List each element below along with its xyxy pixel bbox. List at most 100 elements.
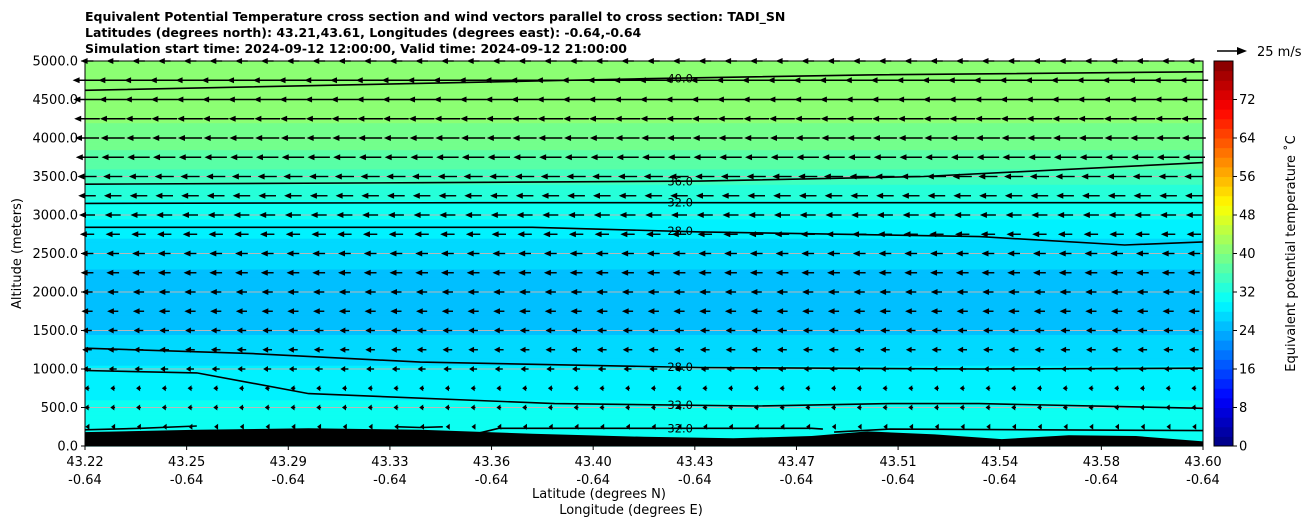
wind-arrow-head xyxy=(290,404,295,411)
wind-arrow xyxy=(1160,231,1176,238)
wind-arrow-head xyxy=(458,77,466,84)
wind-arrow xyxy=(669,173,689,180)
wind-arrow xyxy=(950,154,974,161)
wind-arrow-head xyxy=(599,385,604,392)
wind-arrow-head xyxy=(770,154,778,161)
wind-arrow xyxy=(1115,423,1119,430)
wind-arrow xyxy=(261,308,273,315)
wind-arrow xyxy=(1185,212,1202,218)
field-band xyxy=(85,91,1203,97)
wind-arrow xyxy=(824,192,843,199)
wind-arrow xyxy=(930,250,943,257)
wind-arrow xyxy=(846,115,872,122)
wind-arrow-head xyxy=(161,385,166,392)
wind-arrow xyxy=(535,77,565,84)
wind-arrow-head xyxy=(1008,346,1015,353)
wind-arrow xyxy=(311,231,326,238)
wind-arrow-head xyxy=(728,404,733,411)
wind-arrow xyxy=(1191,404,1197,411)
wind-arrow xyxy=(957,346,967,353)
wind-arrow-head xyxy=(1028,154,1036,161)
wind-arrow xyxy=(702,385,708,392)
wind-arrow-head xyxy=(485,96,493,103)
wind-arrow-head xyxy=(772,173,780,180)
wind-arrow xyxy=(594,231,609,238)
wind-arrow-head xyxy=(361,192,369,199)
wind-arrow-head xyxy=(879,289,887,295)
wind-arrow-head xyxy=(695,173,703,180)
wind-arrow-head xyxy=(461,154,469,161)
wind-arrow xyxy=(1059,289,1071,295)
wind-arrow-head xyxy=(407,77,415,84)
wind-arrow xyxy=(978,173,998,180)
wind-arrow-head xyxy=(545,327,552,334)
wind-arrow-head xyxy=(540,173,548,180)
wind-arrow-head xyxy=(753,385,758,392)
wind-arrow-head xyxy=(725,346,732,353)
wind-arrow xyxy=(1192,423,1197,430)
wind-arrow-head xyxy=(153,154,161,161)
field-band xyxy=(85,68,1203,74)
wind-arrow xyxy=(568,231,584,238)
wind-arrow-head xyxy=(1161,269,1169,276)
wind-arrow-head xyxy=(974,96,982,103)
wind-arrow xyxy=(435,135,460,141)
wind-arrow xyxy=(1052,115,1078,122)
colorbar-level xyxy=(1214,320,1233,332)
wind-arrow xyxy=(877,231,893,238)
wind-arrow-head xyxy=(366,366,371,372)
wind-arrow xyxy=(819,77,848,84)
wind-arrow xyxy=(1007,269,1020,276)
x-tick-label-lon: -0.64 xyxy=(271,473,305,488)
wind-arrow xyxy=(72,77,102,84)
wind-arrow xyxy=(1105,154,1128,161)
wind-arrow-head xyxy=(384,154,392,161)
wind-arrow xyxy=(285,231,301,238)
wind-arrow xyxy=(1060,327,1070,334)
field-band xyxy=(85,395,1203,401)
wind-arrow-head xyxy=(827,308,835,315)
wind-arrow xyxy=(181,192,199,199)
wind-arrow-head xyxy=(1085,289,1092,295)
wind-arrow xyxy=(538,135,563,141)
wind-arrow-head xyxy=(342,385,346,392)
wind-arrow xyxy=(1135,250,1149,257)
wind-arrow-head xyxy=(286,250,294,257)
wind-arrow xyxy=(313,289,325,295)
wind-arrow-head xyxy=(183,269,191,276)
wind-arrow-head xyxy=(1082,212,1090,218)
wind-arrow-head xyxy=(620,231,628,238)
wind-arrow xyxy=(207,212,224,218)
wind-arrow-head xyxy=(848,154,855,161)
wind-arrow xyxy=(827,308,840,315)
wind-arrow-head xyxy=(954,231,962,238)
wind-arrow-head xyxy=(720,173,728,180)
wind-arrow-head xyxy=(1053,135,1061,141)
wind-arrow xyxy=(829,366,838,372)
wind-arrow-head xyxy=(364,308,372,315)
wind-arrow-head xyxy=(800,231,808,238)
wind-arrow xyxy=(203,135,228,141)
wind-arrow-head xyxy=(1059,289,1067,295)
field-band xyxy=(85,303,1203,308)
wind-arrow xyxy=(879,289,891,295)
wind-arrow-head xyxy=(176,96,184,103)
wind-arrow-head xyxy=(621,250,629,257)
wind-arrow-head xyxy=(1188,289,1195,295)
wind-arrow-head xyxy=(111,423,116,430)
wind-arrow xyxy=(441,308,453,315)
wind-arrow-head xyxy=(953,192,961,199)
wind-arrow xyxy=(519,346,530,353)
field-band xyxy=(85,422,1203,428)
wind-arrow xyxy=(1188,289,1200,295)
wind-arrow xyxy=(929,231,944,238)
wind-arrow xyxy=(391,366,400,372)
wind-arrow xyxy=(934,423,939,430)
wind-arrow xyxy=(648,346,659,353)
wind-arrow xyxy=(1166,423,1171,430)
wind-arrow-head xyxy=(1001,135,1009,141)
wind-arrow xyxy=(471,423,476,430)
wind-arrow-head xyxy=(980,231,988,238)
wind-arrow-head xyxy=(390,289,397,295)
wind-arrow xyxy=(699,327,710,334)
